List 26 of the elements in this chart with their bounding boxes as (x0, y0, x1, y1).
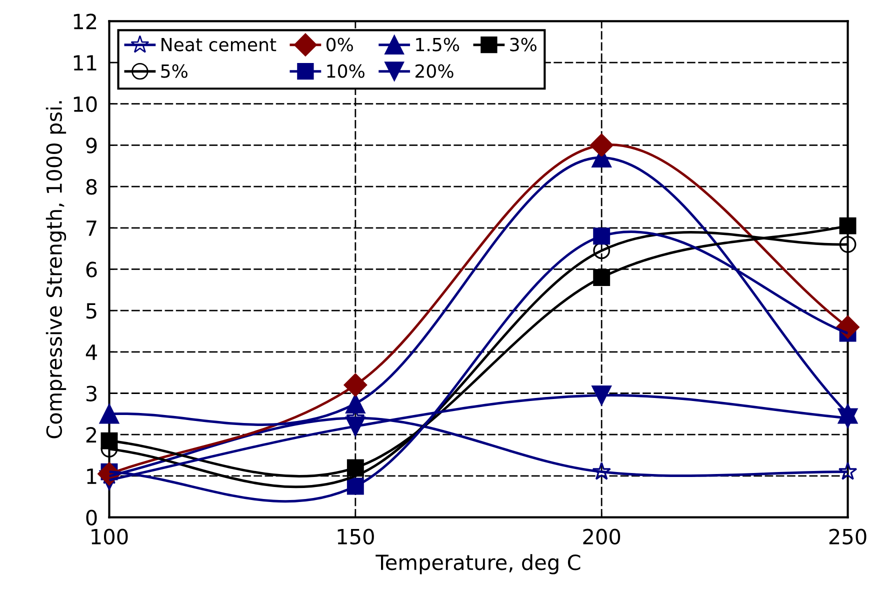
y-tick-label: 0 (86, 510, 97, 526)
y-tick-label: 6 (86, 262, 97, 278)
x-tick-label: 250 (829, 528, 866, 545)
x-tick-label: 150 (338, 528, 374, 545)
y-tick-label: 2 (86, 427, 96, 443)
legend-label: 1.5% (416, 38, 460, 52)
legend-label: 20% (416, 64, 454, 78)
y-tick-label: 8 (86, 178, 97, 195)
y-tick-label: 1 (87, 468, 96, 484)
y-tick-label: 4 (86, 344, 97, 360)
x-axis-title: Temperature, deg C (376, 554, 580, 574)
legend-label: 5% (161, 64, 188, 78)
legend-label: Neat cement (162, 38, 276, 52)
y-tick-label: 5 (86, 303, 96, 319)
x-tick-label: 200 (583, 528, 620, 545)
legend-label: 10% (327, 64, 364, 78)
y-tick-label: 11 (74, 55, 96, 70)
y-tick-label: 9 (86, 138, 97, 154)
x-tick-label: 100 (92, 528, 128, 545)
y-tick-label: 10 (74, 96, 97, 112)
y-tick-label: 7 (86, 220, 96, 236)
legend-label: 3% (510, 38, 536, 52)
y-tick-label: 3 (86, 386, 96, 402)
y-tick-label: 12 (74, 14, 96, 30)
y-axis-title: Compressive Strength, 1000 psi. (46, 101, 66, 438)
legend-label: 0% (326, 38, 353, 52)
